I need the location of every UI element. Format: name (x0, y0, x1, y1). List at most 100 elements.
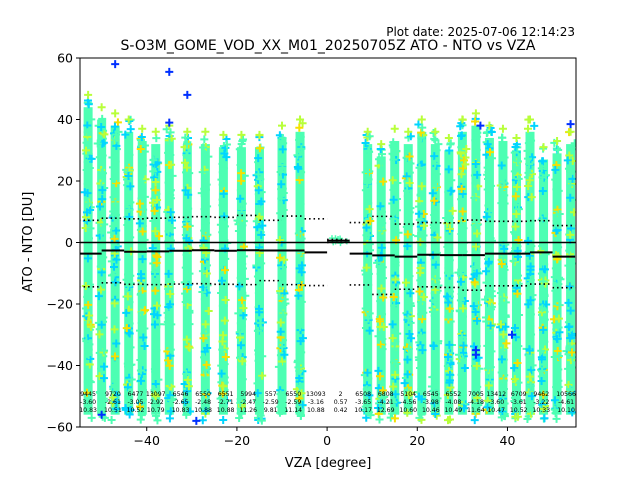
scatter-column (400, 127, 416, 417)
scatter-column (180, 127, 195, 419)
scatter-column (292, 115, 307, 420)
x-tick-label: 0 (323, 433, 331, 448)
scatter-column (562, 127, 576, 417)
x-tick-label: 40 (500, 433, 516, 448)
bin-stat-n: 7005 (468, 391, 484, 398)
scatter-column (469, 109, 484, 425)
bin-stat-mean: -2.65 (173, 399, 189, 406)
y-tick-label: 40 (57, 112, 73, 127)
bin-stat-n: 13412 (486, 391, 506, 398)
bin-stat-std: 0.42 (334, 407, 348, 414)
bin-stat-n: 9462 (533, 391, 549, 398)
bin-stat-mean: -3.16 (308, 399, 324, 406)
scatter-column (522, 115, 539, 424)
scatter-layer (80, 60, 576, 425)
bin-stat-mean: -3.60 (488, 399, 504, 406)
bin-stat-std: 11.26 (239, 407, 257, 414)
bin-stat-n: 6550 (285, 391, 301, 398)
scatter-column (233, 130, 250, 422)
scatter-column (496, 124, 511, 422)
bin-stat-n: 13097 (146, 391, 166, 398)
bin-stat-mean: 0.57 (334, 399, 348, 406)
bin-stat-mean: -2.92 (148, 399, 164, 406)
x-tick-label: −40 (134, 433, 160, 448)
bin-stat-n: 6545 (423, 391, 439, 398)
y-tick-label: 20 (57, 174, 73, 189)
bin-stat-std: 10.60 (399, 407, 417, 414)
bin-stat-n: 6709 (511, 391, 527, 398)
bin-stat-n: 6477 (128, 391, 144, 398)
bin-stat-std: 10.83 (172, 407, 190, 414)
scatter-column (414, 115, 428, 424)
x-tick-label: −20 (224, 433, 250, 448)
bin-stat-mean: -4.21 (378, 399, 394, 406)
scatter-column (360, 127, 375, 422)
bin-stat-std: 10.33 (532, 407, 550, 414)
plot-date: Plot date: 2025-07-06 12:14:23 (386, 25, 575, 39)
bin-stat-mean: -3.60 (80, 399, 96, 406)
bin-stat-mean: -2.71 (218, 399, 234, 406)
bin-stat-std: 10.52 (127, 407, 145, 414)
y-tick-label: −40 (47, 358, 73, 373)
bin-stat-mean: -4.56 (400, 399, 416, 406)
bin-stat-n: 6551 (218, 391, 234, 398)
bin-stat-std: 9.81 (264, 407, 278, 414)
bin-stat-std: 10.52 (510, 407, 528, 414)
bin-stat-n: 13093 (306, 391, 326, 398)
y-tick-label: −60 (47, 420, 73, 435)
scatter-column (135, 124, 150, 424)
bin-stat-n: 9720 (105, 391, 121, 398)
bin-stat-mean: -2.59 (285, 399, 301, 406)
bin-stat-n: 6550 (195, 391, 211, 398)
scatter-column (216, 130, 232, 424)
bin-stats-layer: 9445-3.6010.839720-2.6110.516477-3.0510.… (79, 391, 576, 414)
bin-stat-std: 11.64 (467, 407, 485, 414)
bin-stat-n: 6552 (445, 391, 461, 398)
bin-stat-n: 6508 (355, 391, 371, 398)
scatter-outliers (97, 60, 575, 425)
y-tick-label: −20 (47, 297, 73, 312)
bin-stat-std: 10.17 (354, 407, 372, 414)
scatter-column (148, 127, 164, 425)
bin-stat-std: 10.88 (194, 407, 212, 414)
bin-stat-std: 10.47 (487, 407, 505, 414)
bin-stat-std: 10.88 (307, 407, 325, 414)
x-axis-label: VZA [degree] (285, 456, 372, 471)
bin-stat-n: 9445 (80, 391, 96, 398)
bin-stat-n: 5994 (240, 391, 256, 398)
scatter-column (427, 127, 443, 420)
bin-stat-std: 10.83 (79, 407, 97, 414)
bin-stat-std: 10.46 (422, 407, 440, 414)
bin-stat-n: 10566 (556, 391, 576, 398)
bin-stat-std: 12.69 (377, 407, 395, 414)
bin-stat-n: 6808 (378, 391, 394, 398)
stat-lines-layer (80, 214, 576, 296)
scatter-column (550, 137, 565, 423)
x-tick-label: 20 (409, 433, 425, 448)
bin-stat-mean: -2.48 (195, 399, 211, 406)
bin-stat-std: 10.10 (557, 407, 575, 414)
scatter-column (442, 133, 457, 425)
scatter-column (162, 121, 177, 423)
bin-stat-mean: -4.08 (445, 399, 461, 406)
bin-stat-mean: -3.22 (533, 399, 549, 406)
bin-stat-mean: -4.18 (468, 399, 484, 406)
scatter-column (107, 109, 123, 424)
bin-stat-mean: -2.61 (105, 399, 121, 406)
bin-stat-n: 6546 (173, 391, 189, 398)
chart-title: S-O3M_GOME_VOD_XX_M01_20250705Z ATO - NT… (121, 38, 536, 54)
bin-stat-n: 5104 (400, 391, 416, 398)
bin-stat-mean: -3.05 (127, 399, 143, 406)
bin-stat-mean: -2.59 (263, 399, 279, 406)
bin-stat-std: 11.14 (284, 407, 302, 414)
scatter-column (197, 127, 213, 425)
scatter-column (80, 90, 96, 422)
y-axis: −60 −40 −20 0 20 40 60 (47, 51, 80, 435)
bin-stat-std: 10.51 (104, 407, 122, 414)
scatter-column (481, 121, 497, 415)
y-tick-label: 60 (57, 51, 73, 66)
scatter-column (93, 103, 109, 422)
bin-stat-std: 10.79 (147, 407, 165, 414)
bin-stat-mean: -3.98 (423, 399, 439, 406)
